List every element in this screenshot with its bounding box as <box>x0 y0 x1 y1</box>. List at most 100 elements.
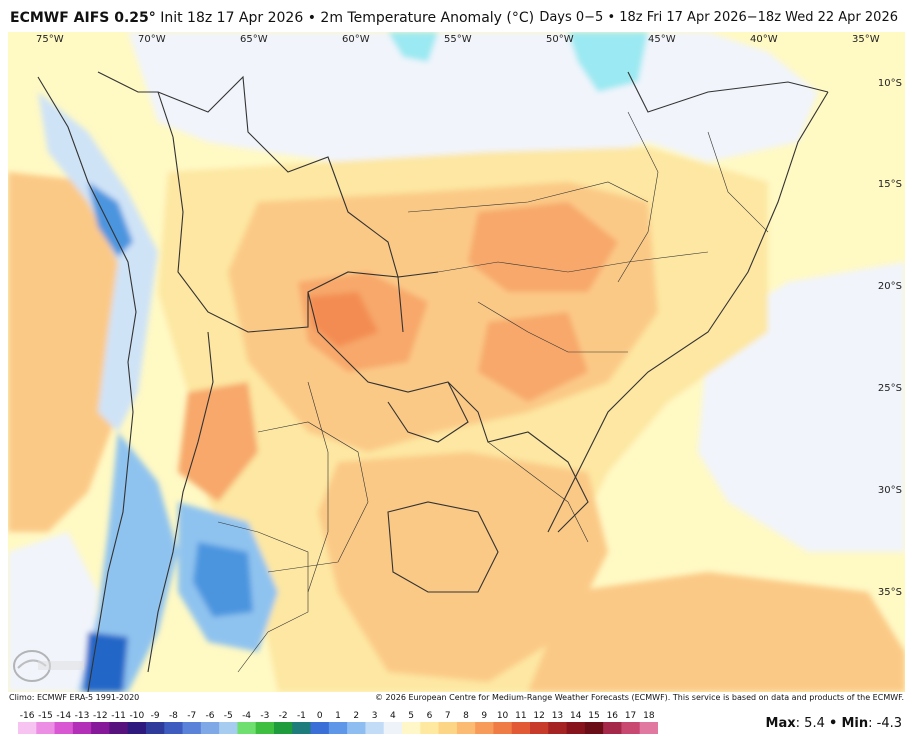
colorbar-swatch <box>438 722 458 734</box>
colorbar-swatch <box>475 722 494 734</box>
lon-label-65w: 65°W <box>240 34 268 45</box>
colorbar-tick-label: 6 <box>427 711 433 721</box>
border-chile-argentina <box>147 331 214 673</box>
warm-peak-saopaulo <box>478 312 588 402</box>
colorbar-swatch <box>402 722 421 734</box>
colorbar-tick-label: 17 <box>625 711 636 721</box>
colorbar-swatch <box>54 722 74 734</box>
colorbar-swatch <box>548 722 568 734</box>
lon-label-70w: 70°W <box>138 34 166 45</box>
cold-andes-south <box>78 432 178 692</box>
colorbar-swatch <box>566 722 586 734</box>
colorbar-swatch <box>456 722 476 734</box>
colorbar-swatch <box>200 722 220 734</box>
colorbar-swatch <box>328 722 348 734</box>
copyright-note: © 2026 European Centre for Medium-Range … <box>375 693 904 702</box>
min-label: Min <box>841 716 869 731</box>
valid-range: Days 0−5 • 18z Fri 17 Apr 2026−18z Wed 2… <box>539 10 898 25</box>
colorbar-tick-label: 2 <box>353 711 359 721</box>
warm-south-core <box>318 452 608 682</box>
cyan-north <box>388 32 438 62</box>
model-name: ECMWF AIFS 0.25° <box>10 10 156 26</box>
state-line-1 <box>407 181 649 213</box>
colorbar-tick-label: 9 <box>481 711 487 721</box>
lon-label-40w: 40°W <box>750 34 778 45</box>
border-andes-east <box>157 75 439 278</box>
border-coast-west <box>37 76 137 692</box>
lat-label-25s: 25°S <box>878 383 902 394</box>
colorbar-tick-label: -11 <box>111 711 126 721</box>
border-peru-brazil <box>97 71 174 138</box>
title-separator: • <box>307 10 316 26</box>
colorbar-swatch <box>365 722 385 734</box>
latitude-labels: 10°S 15°S 20°S 25°S 30°S 35°S <box>878 78 902 598</box>
colorbar-tick-label: 15 <box>588 711 599 721</box>
colorbar-tick-label: 5 <box>408 711 414 721</box>
colorbar-swatch <box>146 722 165 734</box>
colorbar-tick-label: 18 <box>643 711 655 721</box>
stats-separator: • <box>829 716 838 731</box>
colorbar-swatch <box>274 722 293 734</box>
colorbar-swatch <box>182 722 202 734</box>
state-line-5 <box>257 421 369 573</box>
colorbar-tick-label: -13 <box>75 711 90 721</box>
init-time: Init 18z 17 Apr 2026 <box>160 10 304 26</box>
warm-peak-brazil <box>468 202 618 292</box>
colorbar-swatch <box>292 722 312 734</box>
colorbar-swatch <box>109 722 129 734</box>
colorbar-swatch <box>584 722 604 734</box>
lat-label-10s: 10°S <box>878 78 902 89</box>
colorbar-tick-label: 16 <box>607 711 619 721</box>
cold-core-chile <box>83 632 128 692</box>
colorbar-tick-label: -14 <box>56 711 71 721</box>
cold-andes-north <box>38 92 158 432</box>
colorbar-swatch <box>127 722 147 734</box>
colorbar-tick-label: -6 <box>206 711 215 721</box>
colorbar-swatch <box>530 722 549 734</box>
lat-label-20s: 20°S <box>878 281 902 292</box>
warm-peak-chaco <box>308 292 378 347</box>
max-label: Max <box>765 716 796 731</box>
colorbar-swatch <box>383 722 403 734</box>
colorbar-tick-label: 13 <box>552 711 563 721</box>
cyan-northeast <box>568 32 648 92</box>
colorbar-tick-label: 7 <box>445 711 451 721</box>
cold-coastal-north <box>88 182 133 257</box>
cold-core-patagonia <box>193 542 253 617</box>
max-min-stats: Max: 5.4 • Min: -4.3 <box>765 716 902 731</box>
lon-label-35w: 35°W <box>852 34 880 45</box>
border-argentina-brazil <box>447 381 589 533</box>
lat-label-30s: 30°S <box>878 485 902 496</box>
colorbar-swatch <box>511 722 531 734</box>
pale-north-region <box>128 32 818 172</box>
anomaly-map: 75°W 70°W 65°W 60°W 55°W 50°W 45°W 40°W … <box>8 32 905 692</box>
colorbar-tick-label: 4 <box>390 711 396 721</box>
colorbar-swatch <box>493 722 513 734</box>
colorbar-swatch <box>219 722 238 734</box>
lat-label-35s: 35°S <box>878 587 902 598</box>
country-borders <box>37 71 829 692</box>
header: ECMWF AIFS 0.25° Init 18z 17 Apr 2026 • … <box>0 0 914 32</box>
border-bolivia <box>172 136 404 333</box>
min-value: -4.3 <box>876 716 902 731</box>
warm-peak-argentina <box>178 382 258 502</box>
colorbar-swatch <box>164 722 184 734</box>
colorbar-tick-label: 3 <box>372 711 378 721</box>
colorbar-svg: -16 -15 -14 -13 -12 -11 -10 -9 -8 -7 -6 -5 -4 -3 -2 -1 0… <box>18 711 658 734</box>
state-line-6 <box>487 441 589 543</box>
colorbar-tick-label: -4 <box>242 711 251 721</box>
colorbar-swatch <box>420 722 440 734</box>
colorbar: -16 -15 -14 -13 -12 -11 -10 -9 -8 -7 -6 -5 -4 -3 -2 -1 0… <box>18 708 658 736</box>
colorbar-tick-label: 11 <box>515 711 526 721</box>
lon-label-60w: 60°W <box>342 34 370 45</box>
colorbar-tick-label: 10 <box>497 711 509 721</box>
colorbar-tick-label: -15 <box>38 711 53 721</box>
colorbar-swatch <box>255 722 275 734</box>
border-brazil-coast <box>547 91 829 533</box>
colorbar-swatch <box>72 722 92 734</box>
lon-label-75w: 75°W <box>36 34 64 45</box>
border-uruguay <box>387 501 499 593</box>
colorbar-swatch <box>310 722 330 734</box>
colorbar-tick-label: 8 <box>463 711 469 721</box>
colorbar-tick-label: 1 <box>335 711 341 721</box>
